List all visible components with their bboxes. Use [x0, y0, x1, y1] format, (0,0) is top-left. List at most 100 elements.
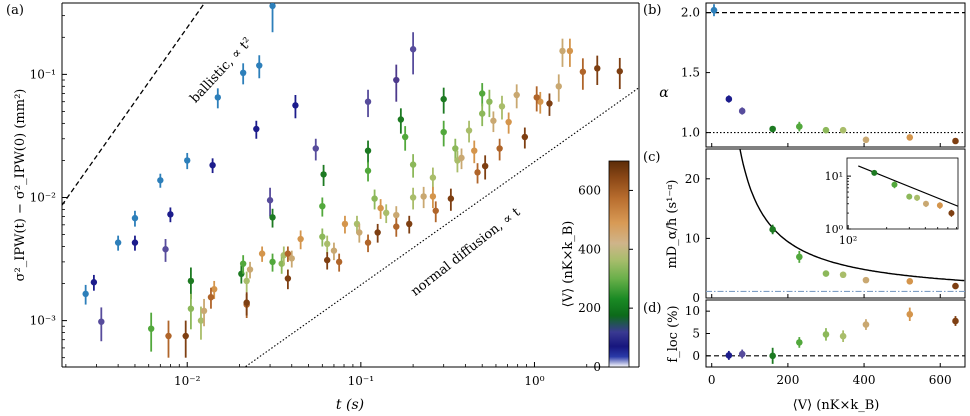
marker	[738, 350, 746, 358]
inset-data-point	[948, 209, 955, 217]
data-point	[284, 269, 292, 290]
x-tick-label: 10⁰	[524, 374, 544, 388]
y-tick-label: 20	[685, 172, 700, 186]
marker	[258, 250, 266, 257]
data-point	[513, 84, 520, 109]
marker	[440, 95, 447, 103]
data-point	[364, 234, 372, 253]
marker	[862, 276, 870, 284]
marker	[952, 317, 959, 325]
diffusion-guide-line	[244, 87, 639, 367]
x-tick-label: 600	[929, 373, 952, 387]
marker	[341, 220, 349, 228]
marker	[481, 162, 489, 170]
colorbar-tick-label: 200	[578, 301, 601, 315]
panel-a-ylabel: σ²_IPW(t) − σ²_IPW(0) (mm²)	[13, 89, 28, 282]
marker	[377, 204, 384, 212]
marker	[906, 134, 914, 141]
data-point	[839, 271, 847, 279]
data-point	[533, 86, 540, 112]
marker	[288, 255, 295, 262]
marker	[383, 209, 390, 217]
y-tick-label: 10⁻³	[30, 314, 57, 328]
data-point	[479, 83, 486, 107]
marker	[429, 174, 437, 181]
data-point	[496, 138, 503, 161]
data-point	[374, 223, 381, 243]
data-point	[406, 215, 413, 234]
marker	[269, 214, 276, 221]
marker	[862, 136, 870, 144]
marker	[738, 107, 746, 115]
panel-b-data-points	[710, 4, 959, 145]
marker	[323, 256, 331, 264]
marker	[356, 229, 363, 236]
data-point	[364, 161, 372, 182]
data-point	[474, 163, 481, 184]
marker	[409, 46, 417, 53]
data-point	[131, 210, 139, 227]
data-point	[738, 349, 746, 359]
data-point	[839, 330, 847, 342]
marker	[871, 169, 878, 176]
data-point	[486, 89, 493, 118]
marker	[214, 94, 221, 101]
data-point	[131, 235, 139, 251]
marker	[447, 195, 455, 202]
panel-label-b: (b)	[643, 3, 661, 18]
marker	[822, 126, 830, 134]
data-point	[165, 320, 172, 358]
data-point	[82, 284, 89, 305]
colorbar-ticks: 0 200 400 600	[578, 183, 633, 374]
marker	[284, 250, 292, 257]
data-point	[465, 120, 473, 143]
marker	[401, 133, 409, 141]
marker	[490, 117, 497, 124]
data-point	[432, 201, 439, 223]
panel-a-data-points	[82, 3, 623, 358]
data-point	[546, 93, 553, 116]
panel-label-c: (c)	[643, 150, 660, 165]
panel-c-ylabel: mD_α/ħ (s¹⁻ᵅ)	[665, 179, 680, 268]
data-point	[200, 298, 208, 327]
marker	[496, 145, 503, 152]
data-point	[377, 199, 384, 219]
marker	[839, 332, 847, 340]
marker	[319, 202, 326, 210]
data-point	[769, 224, 776, 235]
data-point	[429, 167, 437, 191]
marker	[471, 147, 478, 154]
marker	[710, 6, 718, 14]
data-point	[214, 88, 221, 109]
data-point	[616, 57, 623, 90]
marker	[323, 240, 331, 248]
data-point	[187, 293, 195, 330]
data-point	[323, 252, 331, 270]
marker	[432, 207, 439, 214]
inset-data-point	[922, 200, 929, 208]
marker	[839, 271, 847, 279]
data-point	[335, 253, 343, 272]
marker	[90, 279, 98, 286]
data-point	[906, 134, 914, 141]
data-point	[409, 154, 417, 178]
data-point	[90, 274, 98, 291]
data-point	[292, 95, 299, 119]
inset-x-tick-label: 10²	[839, 234, 857, 247]
marker	[546, 100, 553, 107]
data-point	[330, 242, 338, 261]
marker	[297, 235, 304, 243]
marker	[147, 325, 155, 332]
inset-data-point	[891, 181, 898, 189]
data-point	[952, 137, 959, 145]
data-point	[505, 112, 512, 134]
data-point	[447, 188, 455, 211]
inset-y-tick-label: 10⁰	[825, 223, 844, 236]
panel-b-ticks: 1.0 1.5 2.0	[681, 6, 941, 147]
data-point	[356, 223, 363, 243]
data-point	[490, 111, 497, 133]
ballistic-guide-line	[62, 3, 206, 206]
